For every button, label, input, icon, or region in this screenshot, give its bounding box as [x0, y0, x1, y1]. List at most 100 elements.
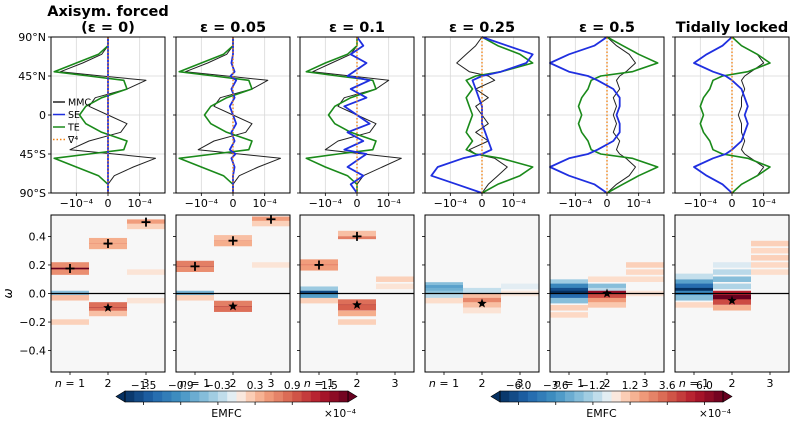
colorbar-tick-label: 3.6	[659, 380, 676, 392]
colorbar-tick-label: −0.9	[168, 380, 194, 392]
x-category-label: 3	[268, 377, 275, 390]
heatmap-cell-n1	[675, 273, 713, 280]
heatmap-cell-n1	[176, 295, 214, 301]
colorbar-segment	[583, 391, 594, 402]
heatmap-cell-n1	[675, 295, 713, 301]
heatmap-cell-n3	[127, 269, 165, 275]
profile-panel-2: −10⁻⁴ 0 10⁻⁴	[297, 36, 415, 210]
x-tick-label: 10⁻⁴	[253, 197, 278, 210]
heatmap-cell-n1	[550, 305, 588, 311]
x-tick-label: −10⁻⁴	[559, 197, 593, 210]
heatmap-cell-n1	[51, 319, 89, 325]
colorbar-segment	[602, 391, 612, 402]
colorbar-segment	[134, 391, 144, 402]
panel-title-2: ε = 0.1	[329, 20, 385, 36]
colorbar-frame	[124, 390, 349, 403]
n-value: = 1	[561, 377, 584, 390]
colorbar-segment	[273, 391, 284, 402]
x-tick-label: −10⁻⁴	[309, 197, 343, 210]
profile-panel-3: −10⁻⁴ 0 10⁻⁴	[422, 36, 540, 210]
heatmap-cell-n2	[463, 293, 501, 300]
n-value: = 1	[311, 377, 334, 390]
plus-marker	[228, 236, 238, 246]
plus-marker	[103, 239, 113, 249]
plus-marker	[190, 261, 200, 271]
n-value: = 1	[686, 377, 709, 390]
colorbar-extend-high	[722, 390, 733, 403]
y-tick-label: 0.2	[29, 259, 47, 272]
heatmap-cell-n1	[550, 287, 588, 294]
n-value: = 1	[187, 377, 210, 390]
colorbar-tick-label: −1.2	[580, 380, 606, 392]
colorbar-segment	[546, 391, 557, 402]
colorbar-segment	[320, 391, 330, 402]
y-tick-label: 0	[39, 109, 46, 122]
heatmap-cell-n1	[550, 297, 588, 304]
heatmap-cell-n3	[376, 283, 414, 290]
heatmap-cell-n1	[425, 293, 463, 300]
panel-title-1: ε = 0.05	[200, 20, 266, 36]
colorbar-segment	[695, 391, 705, 402]
x-tick-label: −10⁻⁴	[185, 197, 219, 210]
spectrum-panel-0: n = 1 2 3 0.4 0.2 0.0 −0.2 −0.4 ω	[1, 214, 166, 390]
colorbar-segment	[236, 391, 247, 402]
series-te-line	[53, 37, 128, 193]
colorbar-segment	[537, 391, 547, 402]
x-tick-label: 10⁻⁴	[752, 197, 777, 210]
colorbar-segment	[255, 391, 265, 402]
colorbar-segment	[611, 391, 622, 402]
panel-title-5: Tidally locked	[676, 20, 788, 36]
colorbar-tick-label: −6.0	[506, 380, 532, 392]
x-category-label: 3	[392, 377, 399, 390]
y-tick-label: 0.0	[29, 288, 47, 301]
colorbar-segment	[676, 391, 687, 402]
colorbar-segment	[199, 391, 210, 402]
heatmap-cell-n1	[550, 279, 588, 285]
colorbar-tick-label: 0.9	[284, 380, 301, 392]
x-tick-label: 0	[479, 197, 486, 210]
star-marker	[352, 299, 362, 309]
colorbar-segment	[555, 391, 566, 402]
heatmap-cell-n2	[214, 306, 252, 312]
heatmap-cell-n3	[376, 276, 414, 282]
panel-title-0-line2: (ε = 0)	[81, 20, 135, 36]
heatmap-cell-n3	[626, 262, 664, 268]
y-tick-label: −0.4	[19, 345, 46, 358]
heatmap-cell-n3	[626, 276, 664, 282]
heatmap-cell-n2	[713, 305, 751, 311]
heatmap-cell-n3	[626, 269, 664, 275]
x-category-label: n = 1	[180, 377, 210, 390]
series-te-line	[465, 36, 534, 194]
colorbar-segment	[685, 391, 696, 402]
colorbar-segment	[518, 391, 529, 402]
panel-title-4: ε = 0.5	[579, 20, 635, 36]
colorbar-segment	[592, 391, 603, 402]
x-category-label: 3	[517, 377, 524, 390]
colorbar-0: −1.5 −0.9 −0.3 0.3 0.9 1.5 EMFC ×10⁻⁴	[115, 380, 358, 420]
series-te-line	[178, 37, 253, 193]
heatmap-cell-n2	[588, 293, 626, 300]
panel-title-0: Axisym. forced	[47, 4, 169, 20]
colorbar-segment	[574, 391, 585, 402]
x-tick-label: 0	[230, 197, 237, 210]
profile-panel-1: −10⁻⁴ 0 10⁻⁴	[173, 36, 291, 210]
y-tick-label: 0.4	[29, 230, 47, 243]
n-symbol: n	[679, 377, 686, 390]
colorbar-segment	[704, 391, 715, 402]
legend-label: TE	[67, 123, 80, 134]
colorbar-tick-label: −3.6	[543, 380, 569, 392]
x-category-label: n = 1	[55, 377, 85, 390]
heatmap-cell-n2	[463, 307, 501, 314]
panel-title-3: ε = 0.25	[449, 20, 515, 36]
heatmap-cell-n1	[675, 279, 713, 285]
x-tick-label: −10⁻⁴	[684, 197, 718, 210]
x-tick-label: −10⁻⁴	[434, 197, 468, 210]
series-te-line	[305, 37, 377, 193]
colorbar-extend-low	[490, 390, 501, 403]
colorbar-segment	[657, 391, 668, 402]
colorbar-extend-low	[115, 390, 126, 403]
heatmap-cell-n3	[751, 269, 789, 275]
